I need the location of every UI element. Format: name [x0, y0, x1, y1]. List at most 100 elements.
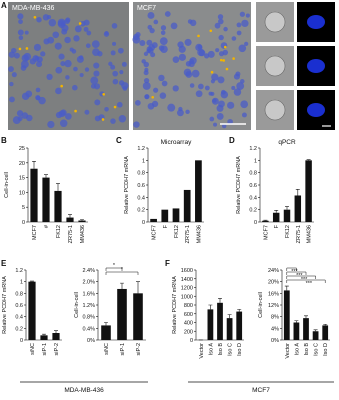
y-tick-label: 0.8%: [82, 315, 95, 321]
cell: [159, 92, 167, 99]
panel-label: D: [229, 136, 235, 145]
arrow-marker: [223, 45, 227, 49]
cell: [211, 97, 219, 105]
y-axis-label: Relative PCDH7 mRNA: [2, 276, 8, 334]
y-axis-label: Cell-in-cell: [74, 292, 80, 318]
cell: [244, 41, 249, 47]
x-tick-label: MCF7: [152, 225, 158, 240]
panel-label: E: [1, 259, 7, 268]
x-tick-label: F: [274, 224, 280, 228]
cell: [231, 85, 236, 90]
cell: [241, 19, 249, 28]
y-tick-label: 1.2: [137, 146, 145, 152]
y-axis-label: Relative PCDH7 mRNA: [124, 156, 130, 214]
y-tick-label: 24%: [268, 268, 279, 274]
cell: [195, 90, 203, 98]
x-tick-label: Iso A: [294, 343, 300, 356]
cell: [220, 90, 229, 99]
x-tick-label: ZR75-1: [185, 225, 191, 243]
bar: [322, 325, 329, 340]
bar: [283, 209, 291, 222]
cell: [185, 71, 193, 78]
y-tick-label: 1600: [181, 268, 193, 274]
y-tick-label: 5: [22, 205, 25, 211]
arrow-marker: [25, 47, 29, 50]
cell: [148, 44, 155, 51]
y-tick-label: 1400: [181, 277, 193, 283]
cell: [55, 111, 63, 119]
y-tick-label: 0: [254, 220, 257, 226]
cell: [47, 120, 55, 129]
y-tick-label: 0.4: [249, 195, 257, 201]
cell: [189, 57, 197, 65]
error-bar: [80, 219, 84, 221]
arrow-marker: [232, 57, 235, 60]
cell: [74, 25, 82, 33]
cell: [33, 43, 42, 52]
error-bar: [294, 320, 299, 323]
cell: [233, 73, 240, 80]
cell: [24, 30, 29, 35]
cell: [73, 66, 78, 72]
error-bar: [295, 189, 300, 196]
bar: [30, 168, 38, 222]
x-tick-label: siP-2: [136, 343, 142, 356]
y-tick-label: 0.8: [15, 291, 23, 297]
cells: [8, 11, 325, 129]
cell: [84, 67, 90, 72]
error-bar: [306, 159, 311, 161]
cell: [65, 113, 72, 120]
y-tick-label: 25: [19, 146, 25, 152]
y-tick-label: 8%: [271, 315, 279, 321]
cell: [213, 122, 218, 127]
y-tick-label: 0.6: [249, 183, 257, 189]
y-tick-label: 1: [142, 158, 145, 164]
cell: [83, 26, 89, 32]
y-tick-label: 0.2: [15, 326, 23, 332]
arrow-marker: [33, 16, 37, 19]
cell: [178, 53, 186, 61]
cell: [93, 70, 100, 77]
x-tick-label: FK12: [174, 225, 180, 238]
cell: [208, 91, 213, 96]
cell: [197, 44, 203, 50]
cell: [143, 77, 150, 84]
cell: [43, 38, 50, 45]
cell: [207, 50, 215, 58]
cell: [60, 61, 66, 67]
cell: [108, 61, 113, 67]
cell: [204, 85, 210, 91]
cell: [170, 22, 178, 30]
y-tick-label: 1: [20, 280, 23, 286]
error-bar: [263, 219, 268, 221]
cell: [144, 67, 149, 72]
cell: [118, 80, 125, 86]
y-axis-label: Cell-in-cell: [258, 292, 264, 318]
cell: [233, 88, 242, 96]
cell: [17, 116, 23, 122]
cell: [217, 76, 225, 84]
y-axis-label: Relative PCDH7 mRNA: [236, 156, 242, 214]
error-bar: [313, 329, 318, 332]
cell: [139, 40, 146, 47]
cell: [198, 83, 204, 90]
cell: [104, 106, 109, 112]
cell: [215, 48, 220, 53]
arrow-marker: [60, 84, 63, 88]
bar: [172, 208, 180, 222]
significance-label: *: [121, 267, 124, 273]
cell: [17, 13, 24, 20]
significance-bracket: [286, 267, 297, 271]
y-tick-label: 400: [184, 321, 193, 327]
x-tick-label: Iso C: [228, 343, 234, 356]
bar: [101, 325, 111, 340]
bar: [52, 333, 60, 340]
y-tick-label: 0.6: [15, 303, 23, 309]
significance-bracket: [105, 271, 139, 275]
cell: [144, 94, 150, 100]
cell: [132, 35, 141, 44]
panel-label: C: [116, 136, 122, 145]
bar: [312, 331, 319, 340]
cell: [110, 118, 116, 124]
